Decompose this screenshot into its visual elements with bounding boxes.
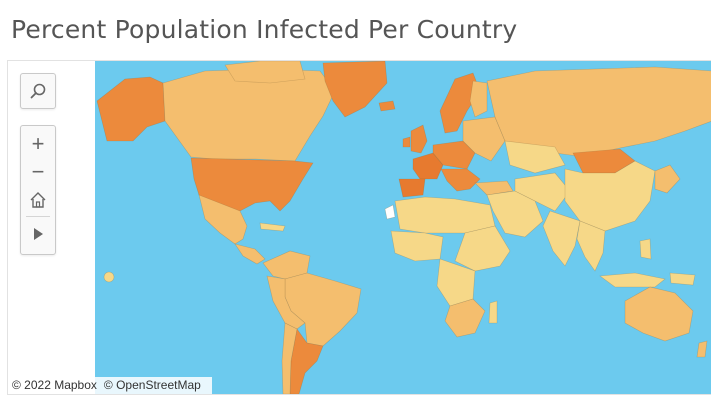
country-turkey[interactable] <box>474 180 514 196</box>
country-southeast-asia[interactable] <box>576 220 606 272</box>
country-ireland[interactable] <box>402 136 411 148</box>
zoom-in-button[interactable]: + <box>21 130 55 157</box>
pan-mode-button[interactable] <box>21 220 55 247</box>
country-iran-afghanistan[interactable] <box>514 172 571 212</box>
country-southern-africa[interactable] <box>444 298 486 338</box>
country-new-zealand[interactable] <box>696 340 708 358</box>
map-search-button[interactable] <box>20 73 56 109</box>
canada-arctic-islands[interactable] <box>224 61 306 84</box>
osm-attribution-link[interactable]: © OpenStreetMap <box>103 378 201 392</box>
page-title: Percent Population Infected Per Country <box>11 15 518 44</box>
country-uk[interactable] <box>410 124 428 154</box>
country-indonesia[interactable] <box>599 272 666 288</box>
country-east-africa[interactable] <box>454 225 511 272</box>
country-cuba[interactable] <box>259 222 286 232</box>
country-finland[interactable] <box>469 80 488 118</box>
minus-icon: − <box>31 158 45 184</box>
country-greenland[interactable] <box>322 61 388 118</box>
country-iceland[interactable] <box>378 100 396 112</box>
country-korea-japan[interactable] <box>654 164 681 194</box>
world-map[interactable] <box>95 61 711 394</box>
map-attribution: © 2022 Mapbox © OpenStreetMap <box>8 377 212 394</box>
mapbox-attribution-link[interactable]: © 2022 Mapbox <box>12 378 97 392</box>
map-zoom-controls: + − <box>20 125 56 255</box>
country-madagascar[interactable] <box>488 300 498 324</box>
country-argentina[interactable] <box>289 328 324 394</box>
country-peru-bolivia[interactable] <box>266 275 306 330</box>
country-kazakhstan[interactable] <box>504 140 566 174</box>
zoom-out-button[interactable]: − <box>21 158 55 185</box>
country-australia[interactable] <box>624 286 694 342</box>
country-iberia[interactable] <box>398 178 426 198</box>
country-china[interactable] <box>564 160 656 232</box>
country-philippines[interactable] <box>639 238 652 260</box>
country-chile[interactable] <box>281 322 298 394</box>
country-italy-balkans[interactable] <box>440 168 481 192</box>
country-mexico[interactable] <box>198 194 248 245</box>
country-central-america[interactable] <box>234 243 266 265</box>
island-hawaii[interactable] <box>103 271 115 283</box>
plus-icon: + <box>31 130 45 156</box>
country-papua[interactable] <box>669 272 696 286</box>
country-western-sahara[interactable] <box>384 204 396 220</box>
home-icon <box>30 191 46 208</box>
play-icon <box>34 227 43 240</box>
home-button[interactable] <box>21 186 55 213</box>
map-view[interactable]: + − © 2022 Mapbox © OpenStreetMap <box>7 60 711 395</box>
search-icon <box>30 83 46 99</box>
